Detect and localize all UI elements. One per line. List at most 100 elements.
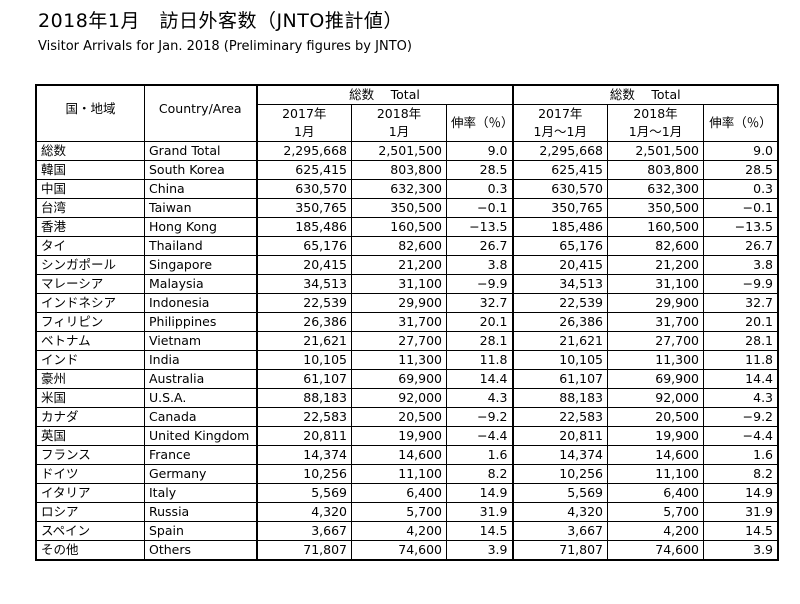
header-cum-2018-label: 2018年 1月～1月 — [628, 106, 683, 139]
cell-cum-2017: 88,183 — [511, 388, 608, 408]
cell-month-2018: 92,000 — [351, 388, 447, 408]
cell-region-en: Indonesia — [144, 293, 257, 313]
cell-region-jp: フランス — [36, 445, 145, 465]
cell-cum-growth: 0.3 — [702, 179, 779, 199]
cell-cum-2018: 19,900 — [607, 426, 704, 446]
cell-cum-2018: 29,900 — [607, 293, 704, 313]
table-row: ベトナム Vietnam 21,621 27,700 28.1 21,621 27,700 2… — [36, 331, 779, 351]
cell-month-2018: 31,100 — [351, 274, 447, 294]
cell-region-jp: 豪州 — [36, 369, 145, 389]
cell-month-2017: 185,486 — [255, 217, 352, 237]
cell-cum-growth: −13.5 — [702, 217, 779, 237]
cell-month-growth: −13.5 — [446, 217, 513, 237]
cell-month-2018: 20,500 — [351, 407, 447, 427]
cell-cum-2018: 160,500 — [607, 217, 704, 237]
cell-cum-2018: 82,600 — [607, 236, 704, 256]
cell-region-en: Malaysia — [144, 274, 257, 294]
cell-region-en: Vietnam — [144, 331, 257, 351]
cell-cum-2017: 4,320 — [511, 502, 608, 522]
cell-cum-2018: 20,500 — [607, 407, 704, 427]
header-month-2017: 2017年 1月 — [255, 104, 352, 142]
cell-region-en: Singapore — [144, 255, 257, 275]
cell-cum-growth: 20.1 — [702, 312, 779, 332]
table-row: タイ Thailand 65,176 82,600 26.7 65,176 82,600 26… — [36, 236, 779, 256]
cell-cum-growth: 28.1 — [702, 331, 779, 351]
cell-month-2017: 20,415 — [255, 255, 352, 275]
header-group-cumulative: 総数 Total — [511, 85, 779, 105]
cell-region-en: United Kingdom — [144, 426, 257, 446]
cell-cum-2017: 3,667 — [511, 521, 608, 541]
table-row: フィリピン Philippines 26,386 31,700 20.1 26,386 31… — [36, 312, 779, 332]
header-region-en: Country/Area — [144, 85, 257, 142]
cell-month-growth: 20.1 — [446, 312, 513, 332]
cell-month-growth: 1.6 — [446, 445, 513, 465]
cell-cum-2018: 27,700 — [607, 331, 704, 351]
table-row: その他 Others 71,807 74,600 3.9 71,807 74,600 3.9 — [36, 540, 779, 560]
cell-month-2017: 88,183 — [255, 388, 352, 408]
cell-cum-2018: 803,800 — [607, 160, 704, 180]
table-row: 中国 China 630,570 632,300 0.3 630,570 632,300 0.… — [36, 179, 779, 199]
cell-region-en: Germany — [144, 464, 257, 484]
cell-month-2018: 27,700 — [351, 331, 447, 351]
visitor-arrivals-table: 国・地域 Country/Area 総数 Total 総数 Total 2017… — [34, 84, 780, 561]
cell-month-2017: 10,105 — [255, 350, 352, 370]
cell-month-2018: 21,200 — [351, 255, 447, 275]
cell-cum-2018: 31,100 — [607, 274, 704, 294]
header-month-2017-label: 2017年 1月 — [282, 106, 327, 139]
page-subtitle: Visitor Arrivals for Jan. 2018 (Prelimin… — [38, 39, 412, 54]
cell-region-jp: マレーシア — [36, 274, 145, 294]
table-row: ロシア Russia 4,320 5,700 31.9 4,320 5,700 31.9 — [36, 502, 779, 522]
table-row: ドイツ Germany 10,256 11,100 8.2 10,256 11,100 8.2 — [36, 464, 779, 484]
cell-month-2018: 19,900 — [351, 426, 447, 446]
cell-month-2018: 69,900 — [351, 369, 447, 389]
cell-month-growth: 3.9 — [446, 540, 513, 560]
cell-region-en: U.S.A. — [144, 388, 257, 408]
table-row: フランス France 14,374 14,600 1.6 14,374 14,600 1.6 — [36, 445, 779, 465]
cell-region-jp: ロシア — [36, 502, 145, 522]
cell-cum-2017: 65,176 — [511, 236, 608, 256]
cell-cum-2017: 5,569 — [511, 483, 608, 503]
cell-region-en: France — [144, 445, 257, 465]
cell-cum-2017: 10,105 — [511, 350, 608, 370]
cell-cum-2017: 630,570 — [511, 179, 608, 199]
cell-region-jp: スペイン — [36, 521, 145, 541]
cell-month-2018: 4,200 — [351, 521, 447, 541]
cell-cum-growth: 28.5 — [702, 160, 779, 180]
cell-month-2017: 71,807 — [255, 540, 352, 560]
table-row: 米国 U.S.A. 88,183 92,000 4.3 88,183 92,000 4.3 — [36, 388, 779, 408]
table-row: インド India 10,105 11,300 11.8 10,105 11,300 11.8 — [36, 350, 779, 370]
cell-cum-growth: 32.7 — [702, 293, 779, 313]
cell-month-2017: 22,539 — [255, 293, 352, 313]
cell-region-jp: その他 — [36, 540, 145, 560]
cell-cum-growth: 3.9 — [702, 540, 779, 560]
cell-month-2017: 34,513 — [255, 274, 352, 294]
header-month-growth: 伸率（％） — [446, 104, 513, 142]
cell-cum-growth: −9.9 — [702, 274, 779, 294]
cell-month-2017: 625,415 — [255, 160, 352, 180]
page-title: 2018年1月 訪日外客数（JNTO推計値） — [38, 10, 403, 32]
cell-month-growth: 28.1 — [446, 331, 513, 351]
table-row: 英国 United Kingdom 20,811 19,900 −4.4 20,811 19… — [36, 426, 779, 446]
cell-cum-growth: −9.2 — [702, 407, 779, 427]
cell-month-2017: 21,621 — [255, 331, 352, 351]
cell-cum-2018: 350,500 — [607, 198, 704, 218]
cell-month-growth: 3.8 — [446, 255, 513, 275]
cell-region-en: Thailand — [144, 236, 257, 256]
cell-month-2017: 14,374 — [255, 445, 352, 465]
cell-region-jp: 台湾 — [36, 198, 145, 218]
cell-region-en: Russia — [144, 502, 257, 522]
cell-month-2017: 10,256 — [255, 464, 352, 484]
cell-month-growth: −4.4 — [446, 426, 513, 446]
cell-region-en: South Korea — [144, 160, 257, 180]
cell-month-2017: 630,570 — [255, 179, 352, 199]
cell-month-growth: 4.3 — [446, 388, 513, 408]
cell-month-growth: −0.1 — [446, 198, 513, 218]
cell-month-2018: 803,800 — [351, 160, 447, 180]
cell-region-jp: ベトナム — [36, 331, 145, 351]
cell-cum-2018: 92,000 — [607, 388, 704, 408]
cell-month-2018: 11,300 — [351, 350, 447, 370]
table-body: 総数 Grand Total 2,295,668 2,501,500 9.0 2,295,… — [36, 141, 779, 560]
cell-month-2018: 6,400 — [351, 483, 447, 503]
cell-region-jp: ドイツ — [36, 464, 145, 484]
cell-month-growth: 28.5 — [446, 160, 513, 180]
